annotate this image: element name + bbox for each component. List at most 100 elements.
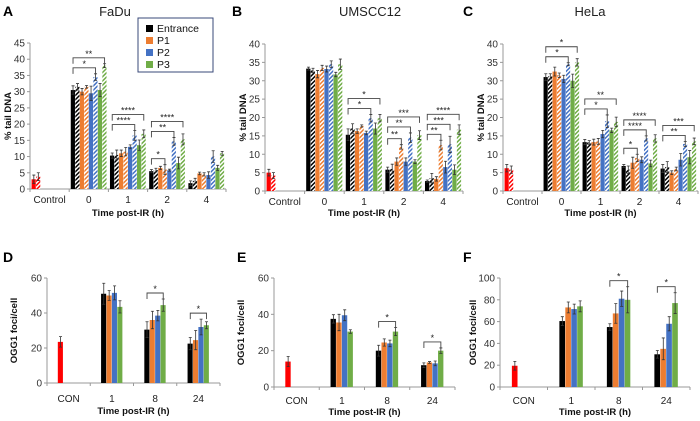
significance-label: * — [153, 284, 157, 294]
significance-label: * — [83, 59, 87, 69]
error-bar — [118, 300, 122, 314]
bar-p1-hatched — [399, 146, 404, 191]
significance-bracket — [656, 286, 676, 293]
error-bar — [674, 166, 678, 172]
chart-title: HeLa — [574, 4, 606, 19]
y-tick-label: 40 — [258, 310, 270, 321]
error-bar — [137, 139, 141, 151]
bar-control-hatched — [36, 176, 41, 189]
error-bar — [572, 303, 576, 315]
y-tick-label: 25 — [14, 103, 26, 114]
error-bar — [113, 285, 117, 301]
x-axis-title: Time post-IR (h) — [328, 208, 400, 219]
bar-p2-hatched — [604, 121, 610, 191]
bar-p3 — [392, 331, 399, 387]
x-tick-label: 1 — [109, 394, 115, 405]
y-tick-label: 15 — [249, 131, 261, 142]
bar-p2 — [88, 93, 94, 189]
error-bar — [124, 147, 128, 157]
significance-label: * — [156, 150, 160, 160]
y-tick-label: 0 — [492, 187, 498, 198]
panel-letter: D — [3, 249, 13, 265]
x-tick-label: 0 — [86, 195, 92, 206]
error-bar — [163, 164, 167, 175]
legend-swatch-entrance — [146, 25, 153, 32]
x-axis-title: Time post-IR (h) — [328, 407, 400, 418]
significance-bracket — [387, 116, 420, 123]
error-bar — [329, 60, 333, 68]
significance-label: * — [664, 278, 668, 288]
significance-label: * — [617, 272, 621, 282]
bar-control-hatched — [271, 175, 276, 191]
bar-p3 — [160, 305, 166, 383]
bar-p3 — [137, 145, 142, 189]
error-bar — [566, 301, 570, 314]
error-bar — [413, 159, 417, 164]
significance-bracket — [146, 292, 164, 299]
bar-p1-hatched — [201, 174, 207, 189]
legend-label-p3: P3 — [157, 59, 170, 71]
error-bar — [220, 150, 224, 156]
x-tick-label: 2 — [637, 197, 643, 208]
bar-p1-hatched — [596, 141, 601, 191]
significance-label: *** — [673, 116, 684, 126]
error-bar — [85, 85, 89, 89]
error-bar — [337, 313, 341, 332]
error-bar — [601, 129, 605, 139]
significance-bracket — [72, 57, 106, 64]
significance-bracket — [609, 280, 629, 287]
error-bar — [189, 180, 193, 186]
chart-title: UMSCC12 — [339, 4, 401, 19]
bar-p3 — [577, 306, 583, 387]
bar-p1-hatched — [162, 169, 167, 189]
bar-p1 — [118, 153, 124, 189]
bar-p2 — [111, 292, 117, 383]
significance-label: * — [431, 333, 435, 343]
error-bar — [665, 161, 669, 174]
bar-p3 — [347, 331, 353, 387]
significance-label: *** — [398, 108, 409, 118]
bar-entrance — [70, 90, 75, 189]
error-bar — [325, 65, 329, 73]
error-bar — [614, 116, 618, 128]
bar-p2-hatched — [132, 135, 137, 189]
significance-bracket — [426, 123, 451, 131]
y-tick-label: 5 — [492, 168, 498, 179]
bar-control — [266, 172, 271, 191]
significance-bracket — [150, 130, 175, 138]
x-tick-label: CON — [286, 396, 308, 407]
x-axis-title: Time post-IR (h) — [564, 208, 636, 219]
significance-label: ** — [431, 125, 439, 135]
error-bar — [614, 303, 618, 324]
bar-p3-hatched — [691, 141, 697, 191]
bar-p2 — [167, 170, 172, 189]
significance-bracket — [426, 133, 442, 141]
bar-entrance — [582, 142, 587, 191]
bar-p2 — [198, 327, 204, 383]
bar-p3 — [97, 90, 103, 189]
bar-p1-hatched — [438, 145, 443, 191]
bar-p2-hatched — [565, 64, 571, 191]
x-tick-label: 1 — [598, 197, 604, 208]
significance-label: ** — [85, 49, 93, 59]
y-tick-label: 35 — [249, 58, 261, 69]
x-tick-label: Control — [269, 197, 301, 208]
significance-bracket — [662, 124, 695, 132]
error-bar — [194, 330, 198, 351]
bar-p1 — [336, 322, 342, 387]
y-tick-label: 20 — [487, 113, 499, 124]
error-bar — [608, 323, 612, 331]
x-tick-label: 1 — [125, 195, 131, 206]
bar-p1 — [434, 178, 439, 191]
error-bar — [211, 150, 215, 163]
bar-p3 — [672, 303, 678, 387]
error-bar — [343, 309, 347, 322]
y-tick-label: 80 — [484, 295, 496, 306]
y-tick-label: 20 — [14, 120, 26, 131]
significance-label: * — [629, 139, 633, 149]
error-bar — [188, 337, 192, 351]
error-bar — [553, 66, 557, 77]
error-bar — [36, 172, 40, 181]
bar-p1-hatched — [319, 67, 325, 191]
panel-b: B UMSCC12 0 5 10 15 20 25 30 35 40 Control 0 1 2 4 Time … — [232, 3, 464, 219]
